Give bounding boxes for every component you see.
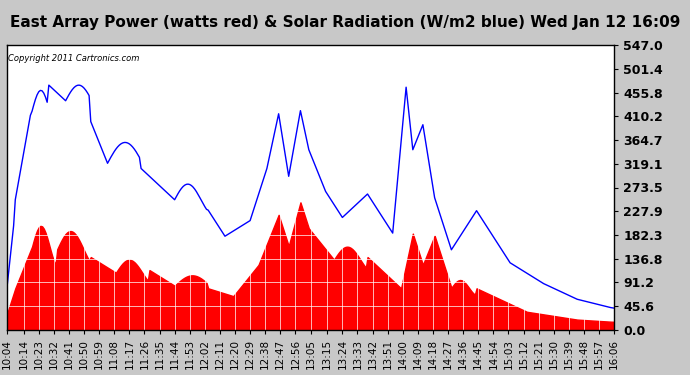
Text: Copyright 2011 Cartronics.com: Copyright 2011 Cartronics.com — [8, 54, 139, 63]
Text: East Array Power (watts red) & Solar Radiation (W/m2 blue) Wed Jan 12 16:09: East Array Power (watts red) & Solar Rad… — [10, 15, 680, 30]
